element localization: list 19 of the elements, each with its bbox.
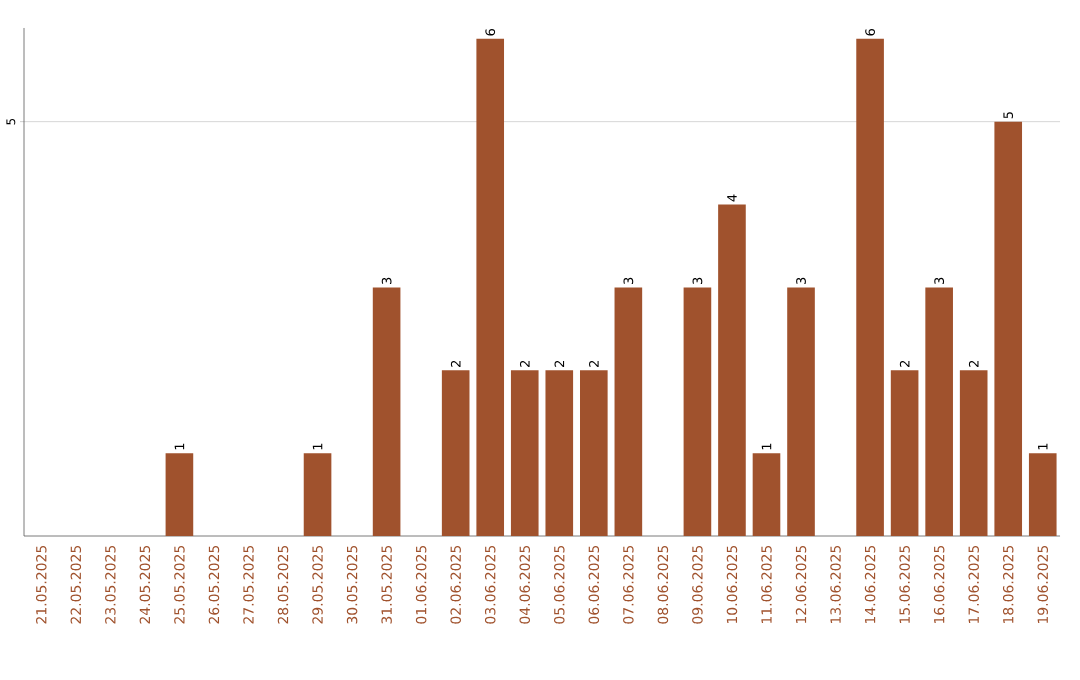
- bar: [303, 453, 332, 536]
- bar: [787, 287, 815, 536]
- bar: [476, 38, 505, 536]
- bar: [441, 370, 470, 536]
- bar: [856, 38, 884, 536]
- bar: [510, 370, 539, 536]
- bar: [683, 287, 712, 536]
- bar: [890, 370, 919, 536]
- bar: [925, 287, 953, 536]
- bar: [372, 287, 401, 536]
- bar: [165, 453, 194, 536]
- bar: [752, 453, 781, 536]
- bar: [959, 370, 988, 536]
- bar: [994, 121, 1023, 536]
- bar: [545, 370, 574, 536]
- bar: [718, 204, 746, 536]
- bar: [580, 370, 608, 536]
- bar: [614, 287, 643, 536]
- bar: [1028, 453, 1057, 536]
